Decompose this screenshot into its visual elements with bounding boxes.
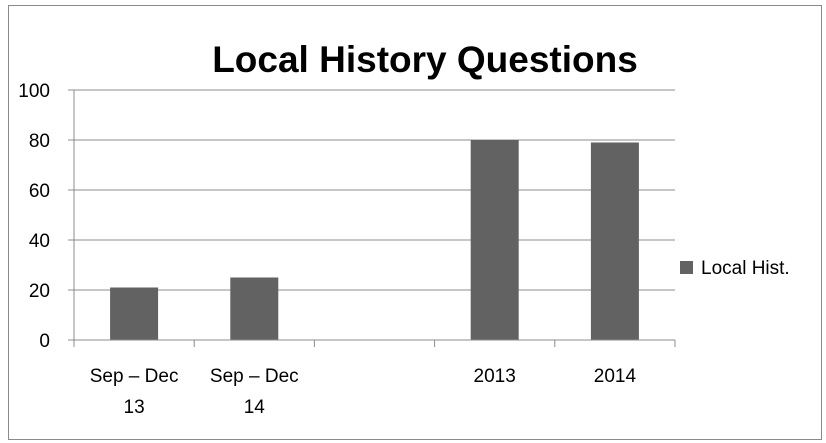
y-tick-label: 60 — [29, 181, 50, 202]
bar — [110, 287, 159, 340]
x-tick-label: 13 — [124, 397, 145, 418]
y-tick-labels: 0 20 40 60 80 100 — [18, 81, 50, 352]
y-tick-label: 100 — [18, 81, 50, 102]
legend: Local Hist. — [680, 258, 790, 279]
bar — [470, 140, 519, 340]
x-tick-label: 2013 — [474, 366, 516, 387]
y-tick-label: 20 — [29, 281, 50, 302]
x-tick-label: 14 — [244, 397, 266, 418]
legend-swatch — [680, 261, 693, 274]
y-tick-label: 0 — [39, 331, 50, 352]
axes — [73, 90, 676, 347]
x-tick-labels: Sep – Dec 13 Sep – Dec 14 2013 2014 — [90, 366, 637, 418]
bar — [230, 277, 279, 340]
bars — [110, 140, 639, 340]
x-tick-label: 2014 — [594, 366, 637, 387]
y-tick-label: 40 — [29, 231, 50, 252]
chart-title: Local History Questions — [212, 39, 638, 80]
legend-label: Local Hist. — [701, 258, 790, 279]
bar — [590, 142, 639, 340]
x-tick-label: Sep – Dec — [90, 366, 179, 387]
y-tick-label: 80 — [29, 131, 50, 152]
x-tick-label: Sep – Dec — [210, 366, 299, 387]
gridlines — [68, 89, 675, 341]
chart-frame — [8, 5, 822, 440]
